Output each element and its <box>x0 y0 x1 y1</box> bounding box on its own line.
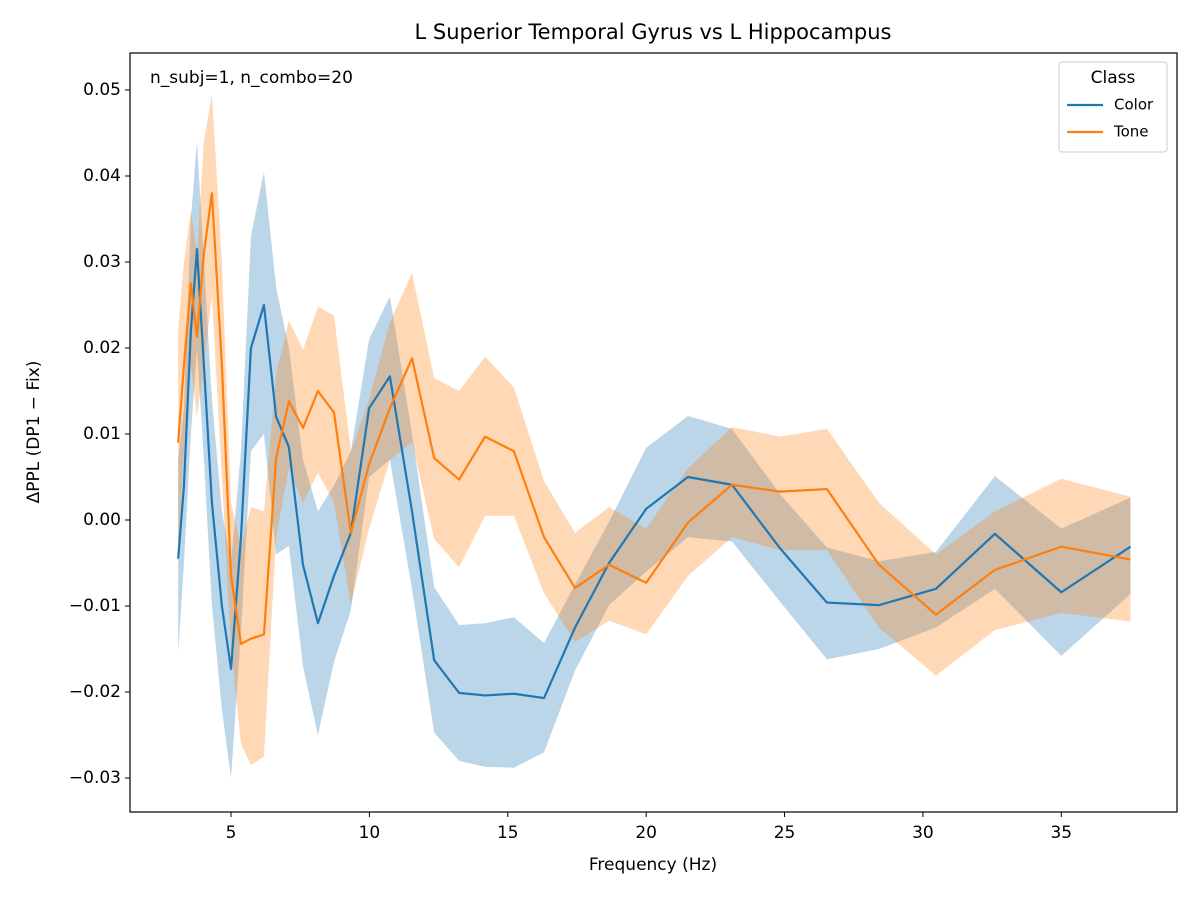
legend-label: Tone <box>1113 123 1149 141</box>
x-axis-label: Frequency (Hz) <box>589 855 717 875</box>
line <box>177 192 1131 645</box>
x-tick-label: 5 <box>226 823 237 843</box>
x-tick-label: 35 <box>1050 823 1072 843</box>
y-tick-label: 0.03 <box>83 252 121 272</box>
y-tick-label: −0.03 <box>69 768 121 788</box>
y-tick-label: 0.05 <box>83 80 121 100</box>
x-tick-label: 15 <box>497 823 519 843</box>
plot-frame <box>129 52 1178 813</box>
annotation: n_subj=1, n_combo=20 <box>150 68 353 88</box>
y-tick-label: 0.04 <box>83 166 121 186</box>
chart-title: L Superior Temporal Gyrus vs L Hippocamp… <box>415 20 892 44</box>
y-axis-label: ΔPPL (DP1 − Fix) <box>24 361 44 504</box>
y-tick-label: 0.00 <box>83 510 121 530</box>
x-tick-label: 10 <box>359 823 381 843</box>
legend-label: Color <box>1114 96 1154 114</box>
confidence-band <box>178 94 1131 766</box>
y-tick-label: −0.01 <box>69 596 121 616</box>
confidence-band <box>178 141 1131 779</box>
line <box>177 247 1132 700</box>
legend-title: Class <box>1091 68 1136 88</box>
x-tick-label: 20 <box>635 823 657 843</box>
y-tick-label: 0.02 <box>83 338 121 358</box>
x-tick-label: 30 <box>912 823 934 843</box>
x-tick-label: 25 <box>774 823 796 843</box>
y-tick-label: −0.02 <box>69 682 121 702</box>
y-tick-label: 0.01 <box>83 424 121 444</box>
legend-box <box>1058 61 1168 153</box>
